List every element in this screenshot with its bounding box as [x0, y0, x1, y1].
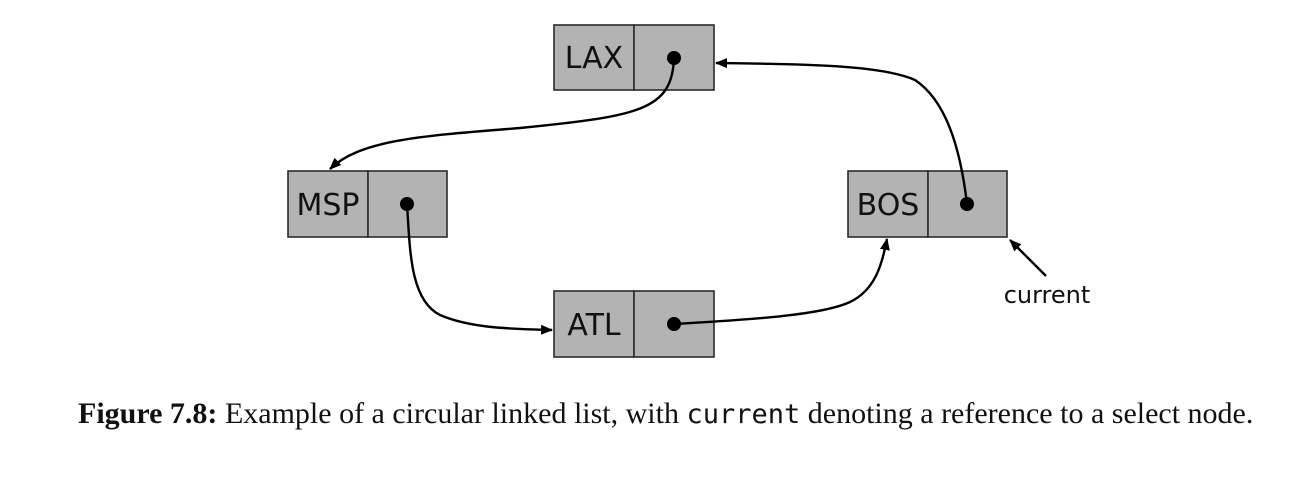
node-msp: MSP: [287, 170, 448, 238]
circular-linked-list-diagram: LAX MSP ATL BOS current: [287, 24, 1091, 358]
node-lax-label: LAX: [565, 41, 623, 76]
link-msp-to-atl-arrow: [405, 203, 553, 335]
node-msp-label: MSP: [296, 188, 359, 223]
caption-text-before: Example of a circular linked list, with: [224, 397, 679, 430]
caption-label: Figure 7.8:: [78, 397, 218, 430]
node-lax: LAX: [553, 24, 715, 91]
node-bos-label: BOS: [857, 188, 920, 223]
caption-text-after: denoting a reference to a select node.: [807, 397, 1254, 430]
node-bos: BOS: [847, 170, 1008, 238]
caption-code: current: [686, 399, 801, 430]
node-atl-label: ATL: [567, 308, 621, 343]
link-atl-to-bos-arrow: [673, 238, 890, 326]
current-pointer-label: current: [1004, 281, 1091, 309]
figure-caption: Figure 7.8: Example of a circular linked…: [78, 392, 1278, 437]
node-lax-element-cell: [553, 24, 635, 91]
node-atl-element-cell: [553, 290, 635, 358]
current-pointer-arrow: [1009, 239, 1047, 277]
node-bos-element-cell: [847, 170, 929, 238]
link-bos-to-lax-arrow: [715, 58, 969, 205]
link-lax-to-msp-arrow: [329, 57, 676, 170]
